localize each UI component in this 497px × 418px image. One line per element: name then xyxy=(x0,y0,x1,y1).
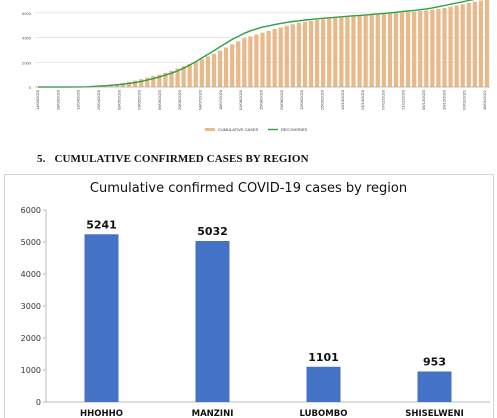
top-x-tick-label: 19/12/2020 xyxy=(441,89,446,110)
top-x-tick-label: 26/09/2020 xyxy=(320,89,325,110)
cumulative-cases-bar xyxy=(199,59,204,87)
cumulative-cases-bar xyxy=(321,19,326,88)
top-y-tick-label: 0 xyxy=(29,85,32,90)
top-y-tick-label: 2000 xyxy=(22,60,32,65)
cumulative-cases-bar xyxy=(230,44,235,87)
cumulative-cases-bar xyxy=(351,16,356,88)
top-x-tick-label: 07/11/2020 xyxy=(380,89,385,109)
cumulative-cases-bar xyxy=(163,72,168,87)
cumulative-cases-bar xyxy=(418,11,423,87)
cumulative-cases-bar xyxy=(478,0,484,88)
top-x-tick-label: 20/06/2020 xyxy=(177,89,182,110)
top-x-tick-label: 29/08/2020 xyxy=(279,89,284,110)
cumulative-cases-bar xyxy=(139,79,144,87)
top-x-tick-label: 05/12/2020 xyxy=(421,89,426,110)
cumulative-cases-bar xyxy=(205,56,211,87)
cumulative-cases-bar xyxy=(272,28,277,87)
cumulative-cases-bar xyxy=(333,18,338,88)
section-heading: 5. CUMULATIVE CONFIRMED CASES BY REGION xyxy=(37,153,309,165)
cumulative-cases-bar xyxy=(278,27,283,87)
region-chart-title: Cumulative confirmed COVID-19 cases by r… xyxy=(89,181,408,196)
cumulative-cases-bar xyxy=(405,12,411,88)
cumulative-cases-bar xyxy=(248,36,253,87)
cumulative-cases-bar xyxy=(393,13,399,88)
top-x-tick-label: 04/07/2020 xyxy=(198,89,203,110)
section-title: CUMULATIVE CONFIRMED CASES BY REGION xyxy=(54,153,309,165)
legend-label: CUMULATIVE CASES xyxy=(218,127,258,132)
cumulative-cases-bar xyxy=(308,20,314,87)
top-x-tick-label: 10/10/2020 xyxy=(340,89,345,110)
cumulative-cases-bar xyxy=(223,47,229,87)
cumulative-cases-bar xyxy=(151,76,156,87)
top-x-tick-label: 25/04/2020 xyxy=(96,89,101,110)
cumulative-cases-bar xyxy=(120,82,126,87)
cumulative-cases-bar xyxy=(145,77,150,87)
cumulative-cases-bar xyxy=(345,17,350,88)
cumulative-cases-bar xyxy=(412,11,417,88)
top-x-tick-label: 01/08/2020 xyxy=(238,89,243,110)
top-x-tick-label: 16/01/2021 xyxy=(482,89,487,110)
cumulative-cases-bar xyxy=(399,12,405,88)
top-y-tick-label: 4000 xyxy=(22,36,32,41)
cumulative-cases-bar xyxy=(296,22,302,87)
cumulative-cases-bar xyxy=(260,32,265,87)
top-x-tick-label: 11/04/2020 xyxy=(76,89,81,109)
cumulative-cases-bar xyxy=(211,53,217,87)
top-x-tick-label: 09/05/2020 xyxy=(116,89,121,110)
cumulative-cases-bar xyxy=(424,10,429,87)
cumulative-cases-bar xyxy=(472,1,477,87)
cumulative-cases-recoveries-chart-svg: 0 2000 4000 6000 14/03/2020 28/03/2020 11/04/2… xyxy=(22,0,490,132)
top-x-tick-label: 12/09/2020 xyxy=(299,89,304,110)
cumulative-cases-bar xyxy=(357,16,362,88)
cumulative-cases-bar xyxy=(442,7,447,87)
top-x-tick-label: 28/03/2020 xyxy=(55,89,60,110)
cumulative-cases-bar xyxy=(254,34,259,87)
cumulative-cases-bar xyxy=(157,74,162,87)
recoveries-line xyxy=(38,0,475,88)
cumulative-cases-bar xyxy=(126,81,132,87)
legend-label: RECOVERIES xyxy=(281,127,308,132)
cumulative-cases-bar xyxy=(454,5,459,87)
cumulative-cases-bar xyxy=(132,80,138,87)
top-x-tick-label: 21/11/2020 xyxy=(401,89,406,109)
cumulative-cases-bar xyxy=(181,66,186,87)
top-x-tick-label: 18/07/2020 xyxy=(218,89,223,110)
cumulative-cases-bar xyxy=(375,14,380,88)
cumulative-cases-bar xyxy=(381,14,386,88)
section-number: 5. xyxy=(37,153,46,165)
cumulative-cases-bar xyxy=(169,70,174,87)
cumulative-cases-bar xyxy=(460,4,465,88)
cumulative-cases-bar xyxy=(290,24,295,87)
cumulative-cases-bar xyxy=(484,0,490,87)
cumulative-cases-bar xyxy=(466,3,471,87)
cumulative-cases-bar xyxy=(266,30,271,87)
top-x-tick-label: 06/06/2020 xyxy=(157,89,162,110)
top-x-tick-label: 14/03/2020 xyxy=(35,89,40,110)
legend-swatch-cumulative-cases xyxy=(205,128,215,131)
cumulative-cases-bar xyxy=(236,41,241,87)
top-x-tick-label: 02/01/2021 xyxy=(462,89,467,110)
cumulative-cases-bar xyxy=(175,68,180,87)
cumulative-cases-bar xyxy=(387,13,393,88)
cumulative-cases-bar xyxy=(430,9,435,88)
cumulative-cases-bar xyxy=(217,50,223,87)
cumulative-cases-bar xyxy=(284,25,289,87)
top-x-tick-label: 15/08/2020 xyxy=(259,89,264,110)
cumulative-cases-bar xyxy=(448,6,453,88)
region-chart-panel xyxy=(4,174,494,418)
cumulative-cases-bar xyxy=(339,17,344,88)
top-y-tick-label: 6000 xyxy=(22,11,32,16)
cumulative-cases-bar xyxy=(314,20,320,87)
cumulative-cases-recoveries-chart: 0 2000 4000 6000 14/03/2020 28/03/2020 11/04/2… xyxy=(0,0,497,140)
cumulative-cases-bar xyxy=(302,21,308,87)
cumulative-cases-bar xyxy=(193,61,198,87)
cumulative-cases-bar xyxy=(436,8,441,87)
cumulative-cases-bar xyxy=(242,38,247,87)
cumulative-cases-bar xyxy=(327,18,332,88)
cumulative-cases-bar xyxy=(187,64,192,87)
top-x-tick-label: 24/10/2020 xyxy=(360,89,365,110)
cumulative-cases-bar xyxy=(363,15,368,88)
cumulative-cases-bar xyxy=(369,15,374,88)
top-x-tick-label: 23/05/2020 xyxy=(137,89,142,110)
